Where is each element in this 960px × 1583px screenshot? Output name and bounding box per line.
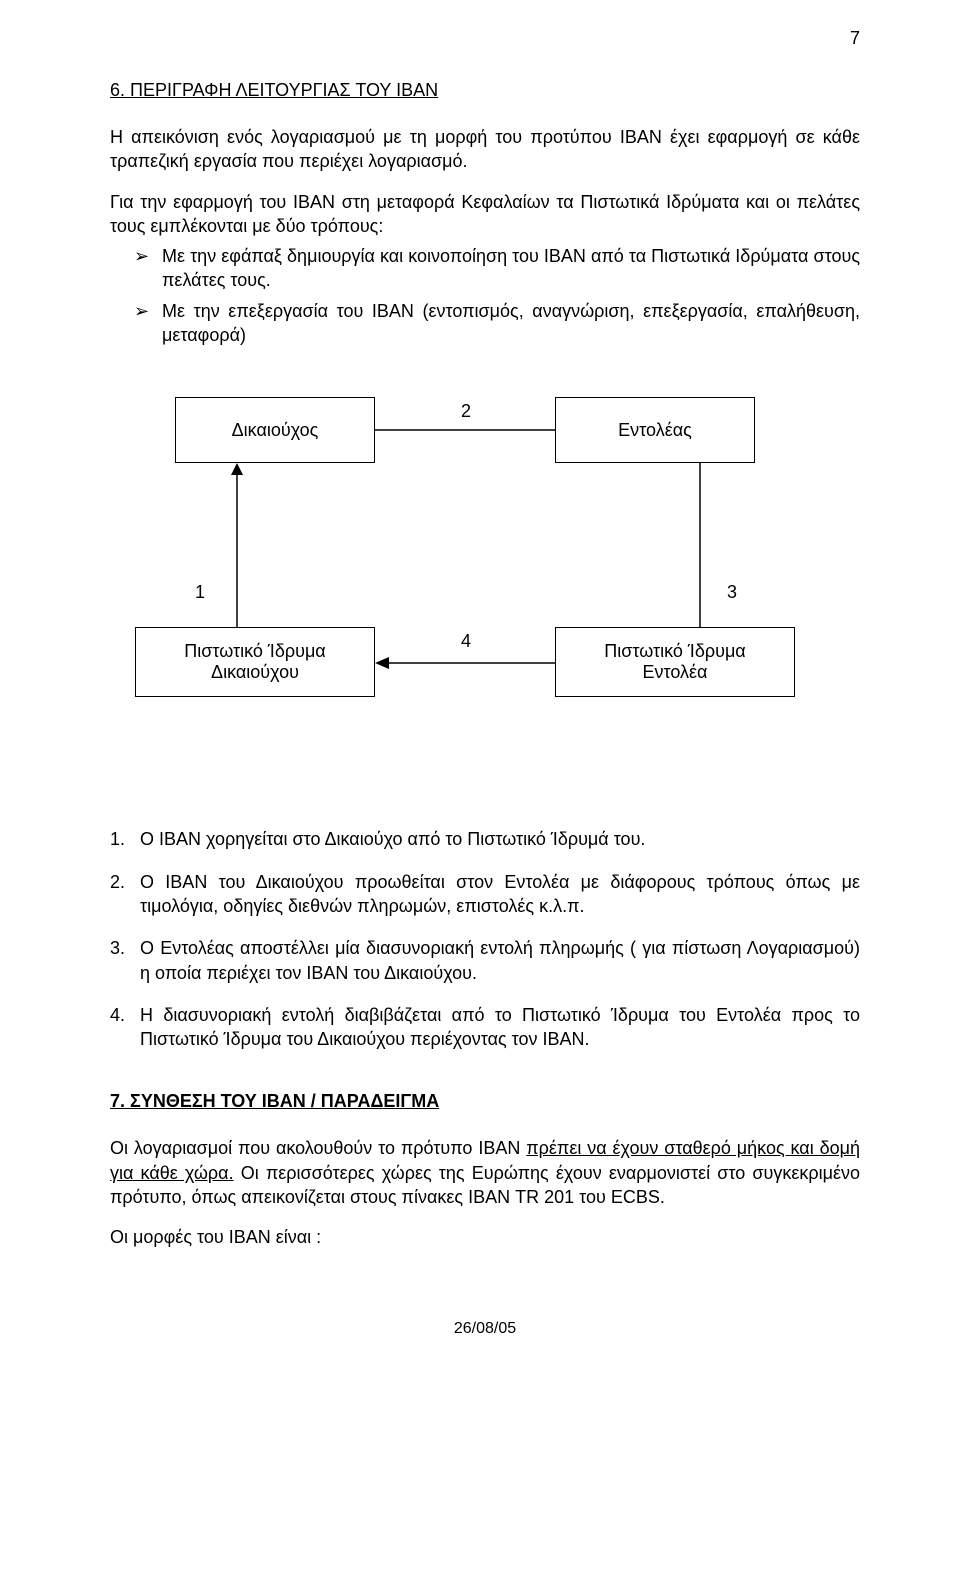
- edge-label-2: 2: [461, 401, 471, 422]
- edge-label-3: 3: [727, 582, 737, 603]
- item-text: Ο ΙΒΑΝ χορηγείται στο Δικαιούχο από το Π…: [140, 829, 645, 849]
- section6-intro: Η απεικόνιση ενός λογαριασμού με τη μορφ…: [110, 125, 860, 174]
- item-text: Ο Εντολέας αποστέλλει μία διασυνοριακή ε…: [140, 938, 860, 982]
- item-text: Ο ΙΒΑΝ του Δικαιούχου προωθείται στον Εν…: [140, 872, 860, 916]
- section7-para1: Οι λογαριασμοί που ακολουθούν το πρότυπο…: [110, 1136, 860, 1209]
- bullet-item: Με την εφάπαξ δημιουργία και κοινοποίηση…: [110, 244, 860, 293]
- connector-left: [227, 463, 247, 627]
- edge-label-4: 4: [461, 631, 471, 652]
- bullet-list: Με την εφάπαξ δημιουργία και κοινοποίηση…: [110, 244, 860, 347]
- box-label: Πιστωτικό Ίδρυμα Εντολέα: [604, 641, 745, 684]
- numbered-list: 1. Ο ΙΒΑΝ χορηγείται στο Δικαιούχο από τ…: [110, 827, 860, 1051]
- box-dikaiouxos: Δικαιούχος: [175, 397, 375, 463]
- connector-top: [375, 427, 555, 437]
- box-pi-entolea: Πιστωτικό Ίδρυμα Εντολέα: [555, 627, 795, 697]
- box-label: Πιστωτικό Ίδρυμα Δικαιούχου: [184, 641, 325, 684]
- section7-para2: Οι μορφές του ΙΒΑΝ είναι :: [110, 1225, 860, 1249]
- page-number: 7: [850, 28, 860, 49]
- numbered-item: 3. Ο Εντολέας αποστέλλει μία διασυνοριακ…: [110, 936, 860, 985]
- para1-pre: Οι λογαριασμοί που ακολουθούν το πρότυπο…: [110, 1138, 526, 1158]
- footer-date: 26/08/05: [110, 1320, 860, 1338]
- connector-bottom: [375, 655, 555, 671]
- numbered-item: 2. Ο ΙΒΑΝ του Δικαιούχου προωθείται στον…: [110, 870, 860, 919]
- bullet-item: Με την επεξεργασία του ΙΒΑΝ (εντοπισμός,…: [110, 299, 860, 348]
- section7-title: 7. ΣΥΝΘΕΣΗ ΤΟΥ ΙΒΑΝ / ΠΑΡΑΔΕΙΓΜΑ: [110, 1091, 860, 1112]
- item-number: 2.: [110, 870, 125, 894]
- item-text: Η διασυνοριακή εντολή διαβιβάζεται από τ…: [140, 1005, 860, 1049]
- item-number: 1.: [110, 827, 125, 851]
- edge-label-1: 1: [195, 582, 205, 603]
- numbered-item: 1. Ο ΙΒΑΝ χορηγείται στο Δικαιούχο από τ…: [110, 827, 860, 851]
- box-label: Δικαιούχος: [232, 420, 319, 442]
- box-pi-dikaiouxou: Πιστωτικό Ίδρυμα Δικαιούχου: [135, 627, 375, 697]
- flow-diagram: Δικαιούχος Εντολέας Πιστωτικό Ίδρυμα Δικ…: [135, 397, 835, 767]
- numbered-item: 4. Η διασυνοριακή εντολή διαβιβάζεται απ…: [110, 1003, 860, 1052]
- connector-right: [690, 463, 710, 627]
- section6-lead: Για την εφαρμογή του ΙΒΑΝ στη μεταφορά Κ…: [110, 190, 860, 239]
- box-entoleas: Εντολέας: [555, 397, 755, 463]
- item-number: 4.: [110, 1003, 125, 1027]
- section6-title: 6. ΠΕΡΙΓΡΑΦΗ ΛΕΙΤΟΥΡΓΙΑΣ ΤΟΥ ΙΒΑΝ: [110, 80, 860, 101]
- box-label: Εντολέας: [618, 420, 692, 442]
- item-number: 3.: [110, 936, 125, 960]
- page: 7 6. ΠΕΡΙΓΡΑΦΗ ΛΕΙΤΟΥΡΓΙΑΣ ΤΟΥ ΙΒΑΝ Η απ…: [0, 0, 960, 1583]
